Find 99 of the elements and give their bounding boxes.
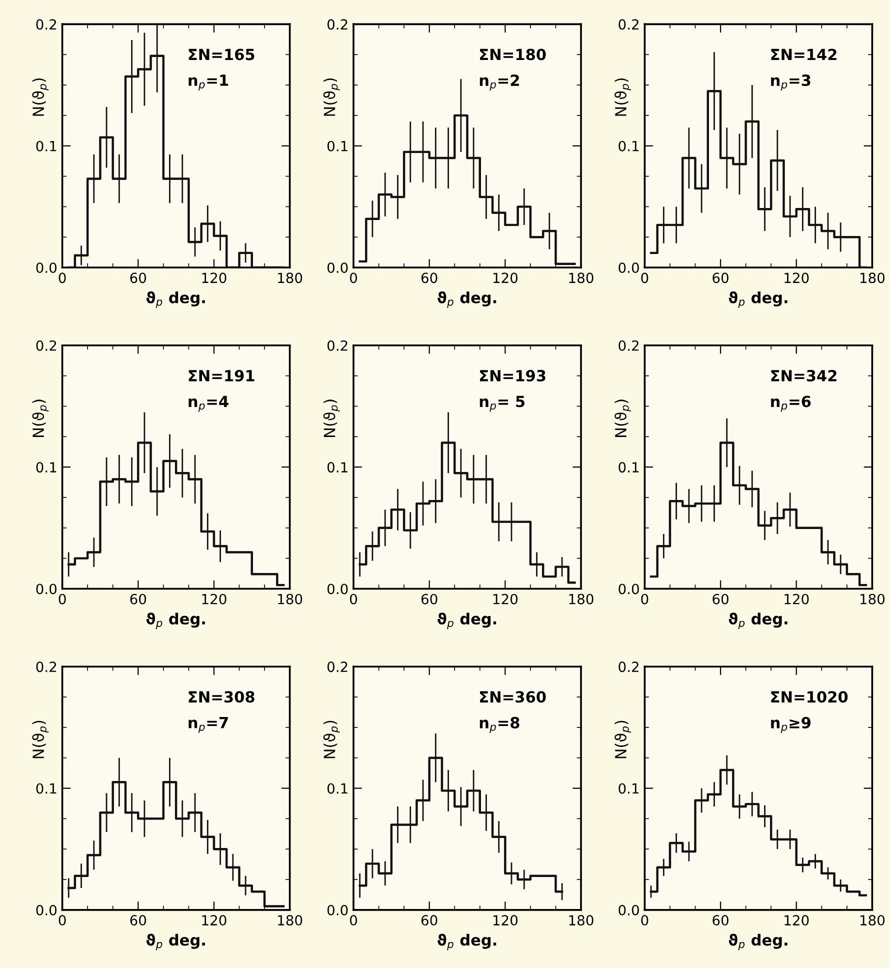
x-tick-label: 60 [130,915,146,926]
annotation: ΣN=191 [188,370,254,382]
y-tick-label: 0.0 [36,262,57,274]
y-tick-label: 0.1 [327,462,348,473]
y-tick-label: 0.2 [327,19,348,30]
y-tick-label: 0.0 [327,904,348,916]
y-tick-label: 0.0 [618,262,639,274]
y-axis-title: N(ϑ$_{p}$) [32,720,49,758]
y-tick-label: 0.1 [36,140,56,152]
x-tick-label: 0 [350,272,357,284]
y-tick-label: 0.2 [618,19,638,30]
x-tick-label: 180 [860,915,885,926]
annotation: n$_{p}$=7 [188,717,228,733]
x-axis-title: ϑ$_{p}$ deg. [438,934,496,950]
x-tick-label: 120 [202,272,226,284]
y-axis-title: N(ϑ$_{p}$) [614,720,632,758]
annotation: n$_{p}$=3 [771,74,810,91]
x-tick-label: 180 [569,594,594,604]
x-tick-label: 120 [784,915,809,926]
x-tick-label: 180 [569,915,594,926]
x-tick-label: 120 [202,594,226,604]
x-tick-label: 60 [712,594,728,604]
x-tick-label: 0 [641,272,648,284]
x-axis-title: ϑ$_{p}$ deg. [146,291,205,308]
annotation: n$_{p}$=8 [480,716,520,733]
x-tick-label: 180 [569,272,594,284]
y-tick-label: 0.1 [618,140,639,152]
x-axis-title: ϑ$_{p}$ deg. [438,612,496,630]
annotation: n$_{p}$=2 [480,74,519,91]
y-axis-title: N(ϑ$_{p}$) [32,400,49,437]
annotation: n$_{p}$=6 [771,396,811,412]
annotation: ΣN=342 [771,370,836,382]
x-tick-label: 60 [130,594,146,604]
x-axis-title: ϑ$_{p}$ deg. [728,934,788,950]
y-tick-label: 0.2 [618,662,638,672]
y-axis-title: N(ϑ$_{p}$) [614,78,632,116]
annotation: n$_{p}$=1 [188,74,228,91]
y-axis-title: N(ϑ$_{p}$) [32,78,49,116]
x-tick-label: 60 [712,915,728,926]
x-tick-label: 120 [493,915,518,926]
x-tick-label: 0 [641,594,648,604]
x-tick-label: 60 [712,272,728,284]
annotation: ΣN=165 [188,48,254,60]
annotation: n$_{p}$= 5 [480,396,525,412]
annotation: ΣN=180 [480,48,546,60]
x-axis-title: ϑ$_{p}$ deg. [728,612,788,630]
x-tick-label: 60 [421,915,438,926]
y-axis-title: N(ϑ$_{p}$) [323,400,340,437]
y-tick-label: 0.0 [36,584,57,594]
y-axis-title: N(ϑ$_{p}$) [323,78,340,116]
x-tick-label: 0 [350,594,357,604]
annotation: n$_{p}$=4 [188,396,228,412]
y-tick-label: 0.0 [36,904,57,916]
x-tick-label: 0 [350,915,357,926]
y-tick-label: 0.0 [327,584,348,594]
x-tick-label: 120 [493,594,518,604]
y-tick-label: 0.2 [36,19,56,30]
y-axis-title: N(ϑ$_{p}$) [614,400,632,437]
y-tick-label: 0.1 [618,462,639,473]
x-tick-label: 120 [493,272,518,284]
x-tick-label: 60 [130,272,146,284]
x-tick-label: 0 [641,915,648,926]
annotation: ΣN=142 [771,48,836,60]
y-tick-label: 0.1 [36,783,56,794]
x-tick-label: 120 [784,594,809,604]
x-tick-label: 180 [860,272,885,284]
y-tick-label: 0.2 [618,340,638,351]
y-tick-label: 0.0 [618,904,639,916]
y-tick-label: 0.2 [36,340,56,351]
y-tick-label: 0.2 [36,662,56,672]
x-tick-label: 120 [202,915,226,926]
x-axis-title: ϑ$_{p}$ deg. [146,934,205,950]
x-tick-label: 120 [784,272,809,284]
x-tick-label: 60 [421,594,438,604]
x-axis-title: ϑ$_{p}$ deg. [438,291,496,308]
x-axis-title: ϑ$_{p}$ deg. [146,612,205,630]
x-tick-label: 60 [421,272,438,284]
annotation: ΣN=193 [480,370,546,382]
y-tick-label: 0.1 [327,783,348,794]
y-axis-title: N(ϑ$_{p}$) [323,720,340,758]
y-tick-label: 0.2 [327,662,348,672]
annotation: ΣN=1020 [771,691,848,703]
y-tick-label: 0.1 [618,783,639,794]
annotation: ΣN=360 [480,691,546,703]
x-tick-label: 180 [278,915,302,926]
x-tick-label: 0 [58,594,66,604]
annotation: ΣN=308 [188,691,254,703]
x-tick-label: 0 [58,272,66,284]
y-tick-label: 0.0 [327,262,348,274]
annotation: n$_{p}$≥9 [771,716,811,733]
x-tick-label: 180 [860,594,885,604]
x-tick-label: 180 [278,594,302,604]
y-tick-label: 0.1 [36,462,56,473]
x-axis-title: ϑ$_{p}$ deg. [728,291,788,308]
y-tick-label: 0.0 [618,584,639,594]
x-tick-label: 0 [58,915,66,926]
y-tick-label: 0.2 [327,340,348,351]
y-tick-label: 0.1 [327,140,348,152]
x-tick-label: 180 [278,272,302,284]
